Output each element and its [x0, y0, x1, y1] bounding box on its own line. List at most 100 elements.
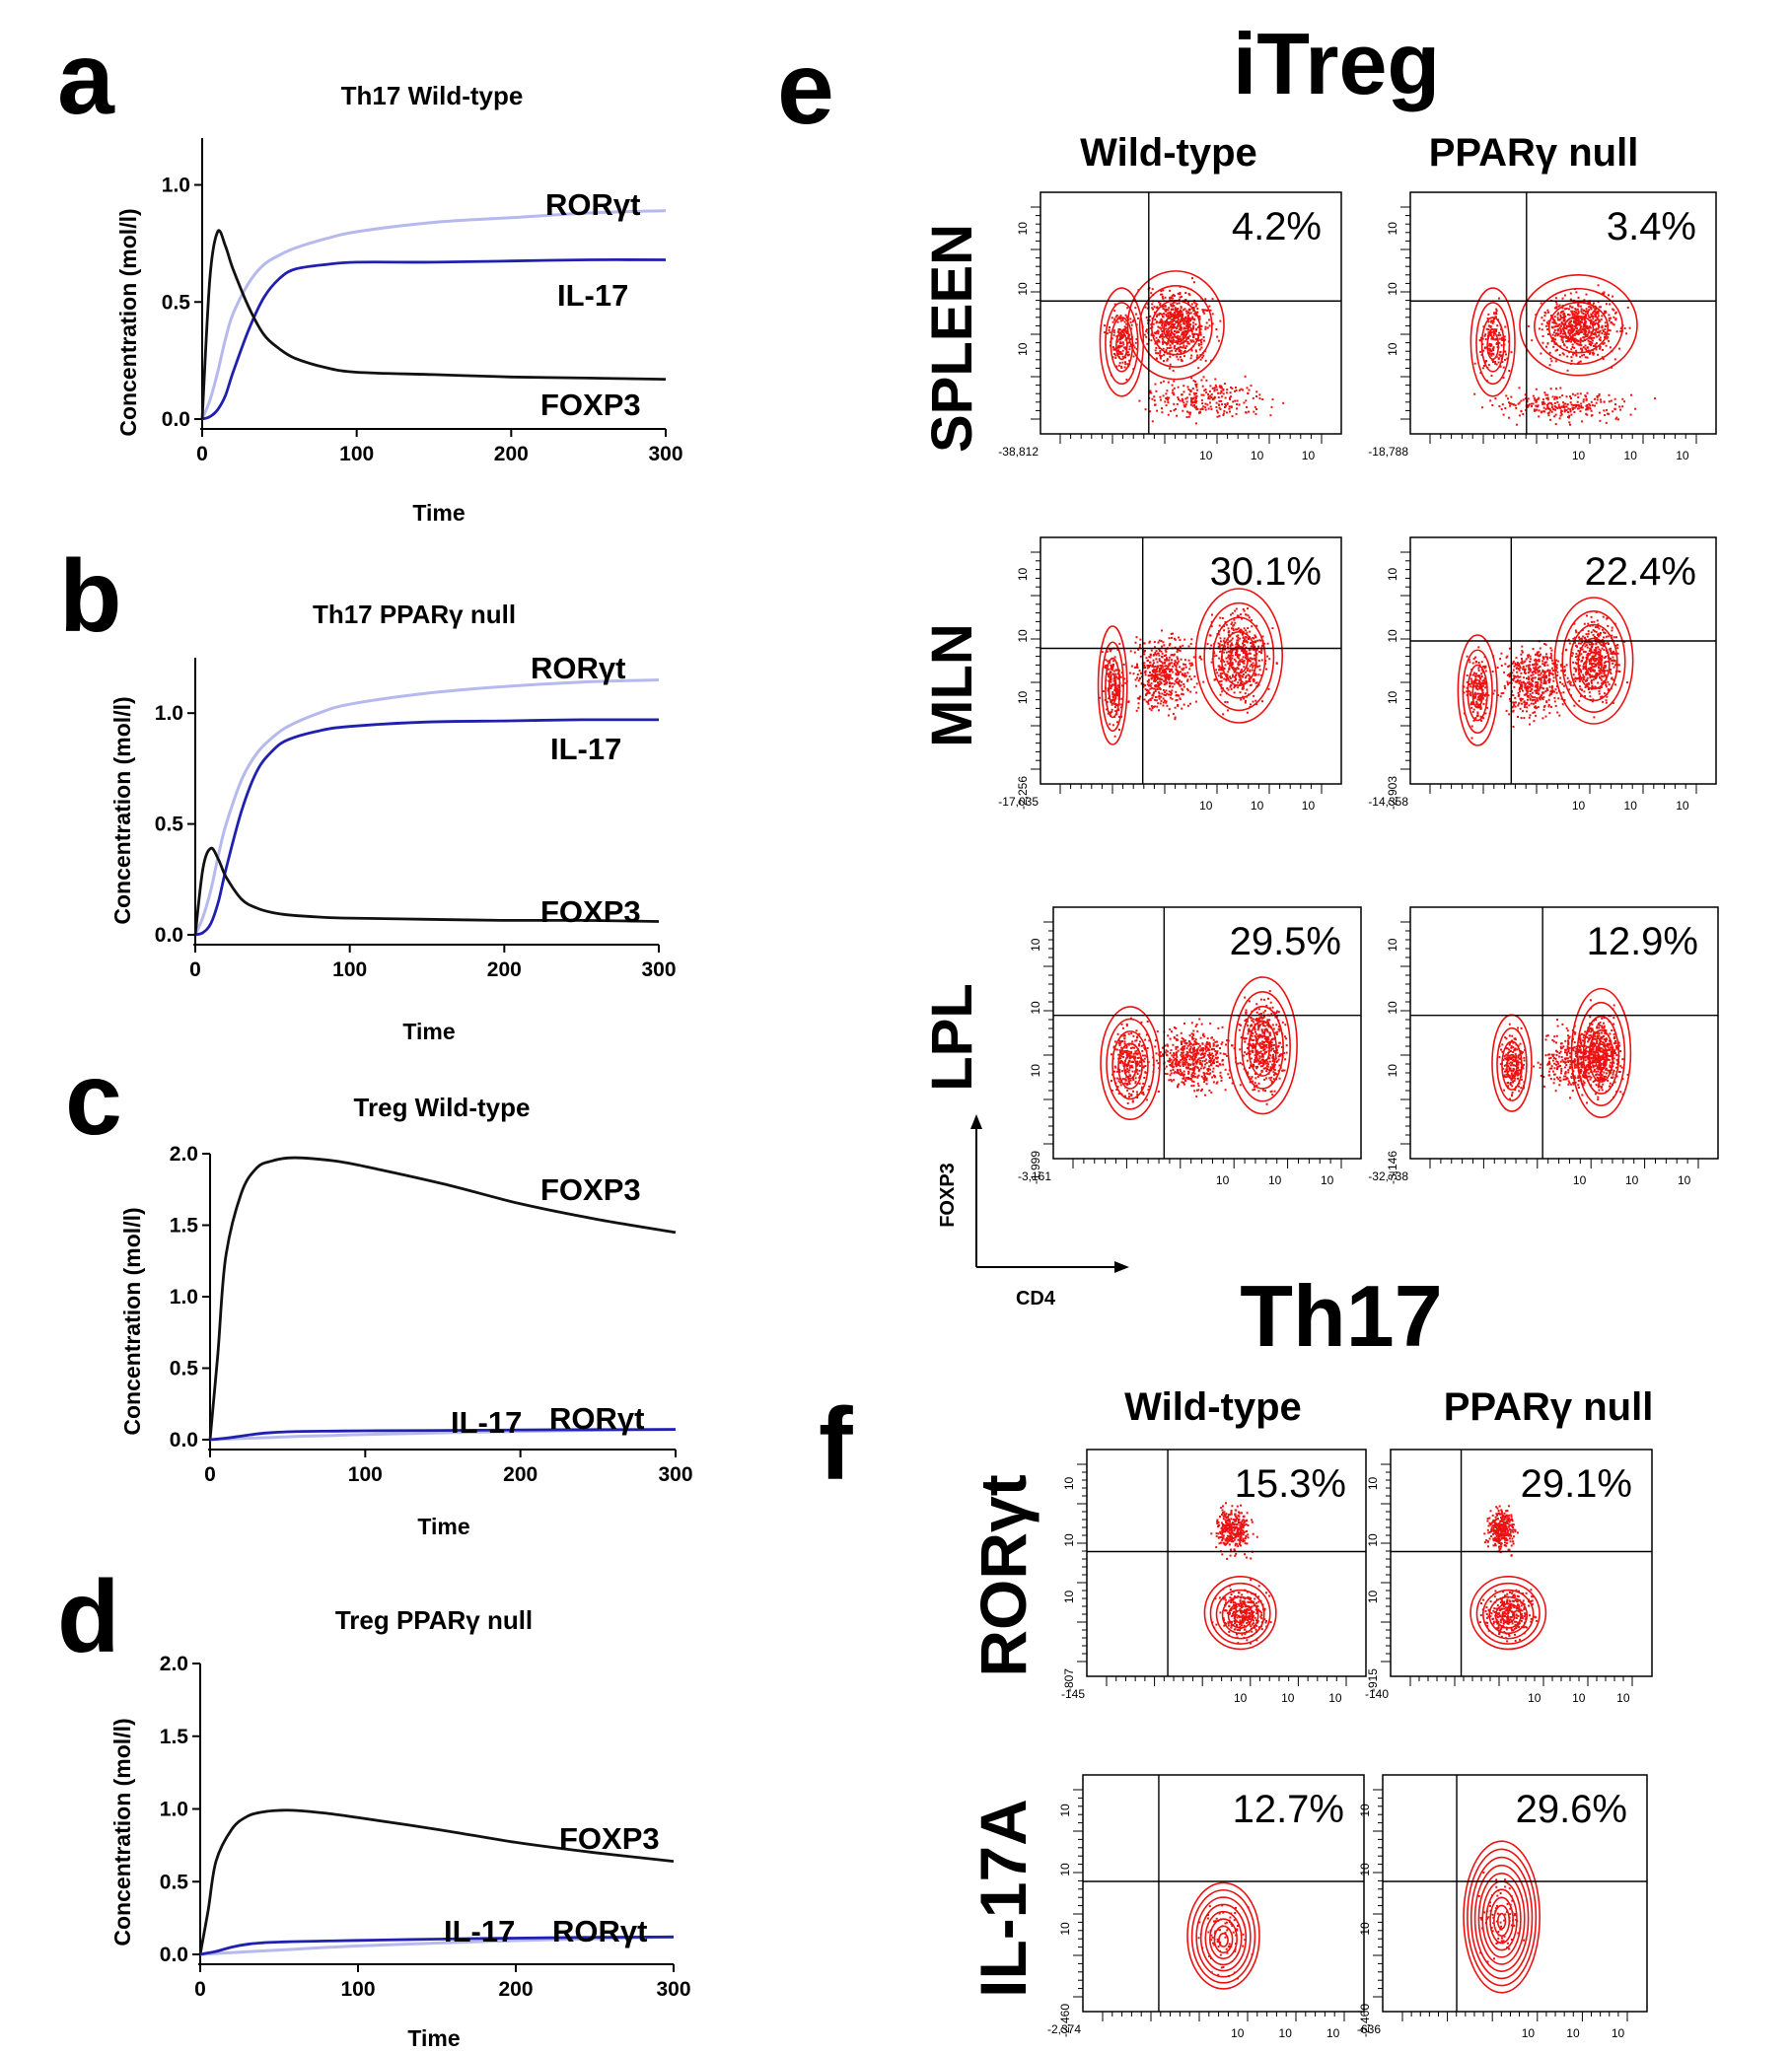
flow-dot	[1540, 684, 1542, 687]
flow-dot	[1241, 617, 1243, 620]
flow-dot	[1108, 328, 1111, 331]
flow-dot	[1579, 355, 1582, 358]
flow-dot	[1537, 706, 1540, 708]
flow-dot	[1191, 339, 1194, 342]
flow-dot	[1176, 414, 1179, 417]
flow-dot	[1166, 681, 1169, 683]
flow-dot	[1476, 692, 1479, 695]
flow-dot	[1570, 340, 1572, 343]
flow-dot	[1239, 674, 1242, 676]
flow-dot	[1493, 338, 1496, 341]
flow-dot	[1549, 388, 1552, 390]
flow-dot	[1559, 664, 1562, 667]
flow-dot	[1151, 696, 1154, 699]
flow-dot	[1117, 353, 1120, 356]
flow-dot	[1215, 406, 1218, 408]
flow-dot	[1142, 667, 1145, 670]
flow-dot	[1603, 636, 1605, 639]
flow-dot	[1231, 637, 1234, 640]
flow-dot	[1610, 317, 1613, 319]
flow-dot	[1159, 354, 1161, 357]
flow-dot	[1514, 662, 1517, 665]
flow-dot	[1479, 684, 1482, 687]
flow-dot	[1499, 658, 1502, 661]
flow-dot	[1490, 375, 1493, 377]
flow-dot	[1204, 327, 1207, 330]
flow-dot	[1553, 696, 1556, 699]
flow-dot	[1557, 328, 1560, 331]
flow-dot	[1509, 404, 1512, 407]
flow-dot	[1523, 668, 1526, 671]
flow-dot	[1232, 666, 1235, 669]
flow-dot	[1575, 332, 1578, 335]
flow-dot	[1189, 323, 1192, 326]
flow-dot	[1183, 349, 1186, 352]
flow-dot	[1546, 664, 1549, 667]
flow-dot	[1132, 1090, 1134, 1093]
flow-dot	[1560, 322, 1563, 325]
flow-dot	[1611, 629, 1613, 632]
flow-dot	[1123, 320, 1126, 323]
series-line-foxp3	[198, 1808, 675, 1955]
flow-dot	[1200, 343, 1203, 346]
flow-dot	[1183, 332, 1185, 335]
flow-dot	[1128, 333, 1131, 336]
flow-dot	[1186, 386, 1189, 389]
flow-dot	[1555, 667, 1558, 670]
flow-dot	[1482, 717, 1485, 720]
flow-dot	[1185, 400, 1188, 403]
flow-dot	[1526, 405, 1529, 408]
panel-e: e iTreg Wild-type PPARγ null SPLEEN MLN …	[777, 15, 1719, 1310]
flow-dot	[1556, 314, 1559, 317]
flow-dot	[1228, 654, 1231, 657]
flow-dot	[1579, 305, 1582, 308]
panel-e-col-null: PPARγ null	[1429, 131, 1639, 175]
flow-dot	[1585, 315, 1587, 318]
flow-dot	[1569, 321, 1571, 323]
flow-dot	[1181, 319, 1183, 322]
flow-dot	[1558, 326, 1561, 329]
x-tick-label: 100	[348, 1463, 383, 1486]
flow-dot	[1148, 666, 1150, 669]
flow-dot	[1160, 699, 1163, 702]
flow-dot	[1168, 637, 1171, 640]
flow-dot	[1217, 391, 1220, 394]
flow-dot	[1574, 393, 1577, 396]
contour-ring	[1105, 302, 1139, 386]
flow-dot	[1586, 333, 1589, 336]
flow-dot	[1249, 670, 1252, 673]
contour-ring	[1577, 637, 1611, 690]
flow-dot	[1505, 394, 1508, 397]
flow-dot	[1215, 328, 1218, 330]
flow-dot	[1576, 332, 1579, 334]
flow-dot	[1138, 677, 1141, 680]
flow-dot	[1189, 702, 1191, 705]
flow-dot	[1596, 395, 1599, 398]
flow-dot	[1594, 665, 1597, 668]
flow-dot	[1181, 692, 1183, 695]
flow-dot	[1588, 650, 1591, 652]
flow-dot	[1131, 1100, 1134, 1103]
flow-dot	[1128, 1066, 1131, 1069]
series-line-il17	[201, 258, 667, 421]
flow-dot	[1183, 351, 1185, 353]
flow-dot	[1234, 675, 1236, 678]
flow-dot	[1268, 658, 1271, 661]
flow-dot	[1167, 312, 1170, 315]
flow-dot	[1229, 685, 1232, 688]
flow-dot	[1113, 310, 1116, 313]
flow-dot	[1239, 613, 1242, 616]
flow-dot	[1164, 691, 1167, 693]
y-decade-label: 10	[1016, 282, 1030, 296]
flow-dot	[1542, 708, 1545, 711]
flow-dot	[1521, 702, 1524, 705]
flow-dot	[1496, 324, 1499, 327]
flow-dot	[1193, 406, 1196, 409]
flow-dot	[1173, 338, 1175, 341]
flow-dot	[1476, 674, 1479, 677]
flow-dot	[1161, 671, 1164, 673]
flow-dot	[1121, 1078, 1124, 1081]
flow-dot	[1165, 341, 1168, 344]
flow-dot	[1485, 692, 1488, 695]
flow-dot	[1211, 387, 1214, 389]
